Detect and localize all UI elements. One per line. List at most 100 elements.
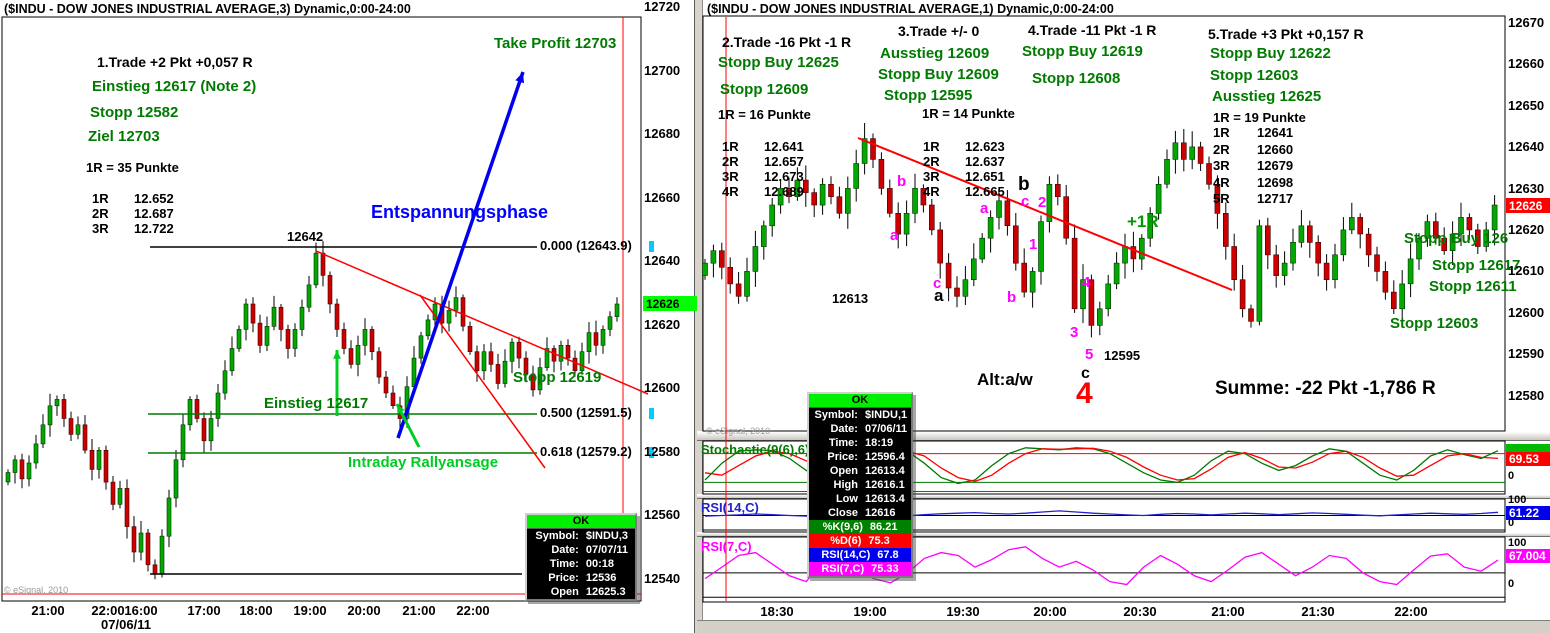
wave-c-2: c bbox=[1021, 193, 1030, 210]
candle-body bbox=[40, 424, 46, 445]
candle-body bbox=[1088, 279, 1095, 326]
trend-line bbox=[419, 294, 546, 469]
candle-body bbox=[327, 275, 333, 305]
trade3-label: 3.Trade +/- 0 bbox=[898, 23, 980, 39]
trade5-r-ladder: 1R 12641 2R 12660 3R 12679 4R 12698 5R 12717 bbox=[1213, 125, 1293, 208]
candle-body bbox=[937, 229, 944, 264]
trend-line bbox=[857, 137, 1233, 291]
candle-body bbox=[579, 351, 585, 372]
r-ladder-row: 1R 12.652 bbox=[92, 191, 174, 206]
candle-body bbox=[1164, 159, 1170, 185]
popup-row-value: 18:19 bbox=[864, 437, 894, 449]
candle-body bbox=[1256, 225, 1263, 322]
price-axis-label: 12590 bbox=[1508, 346, 1545, 361]
r-ladder-row: 5R 12717 bbox=[1213, 191, 1293, 208]
trade2-stopp: Stopp 12609 bbox=[720, 81, 809, 98]
candle-body bbox=[586, 332, 592, 353]
candle-body bbox=[1130, 246, 1137, 260]
rsi7-scale-100: 100 bbox=[1508, 537, 1527, 549]
candle-body bbox=[769, 204, 776, 227]
phase-label: Entspannungsphase bbox=[371, 202, 549, 222]
r-ladder-value: 12.657 bbox=[764, 154, 804, 169]
candle-body bbox=[1273, 254, 1279, 276]
trade1-stopp: Stopp 12582 bbox=[90, 104, 179, 121]
candle-body bbox=[928, 204, 935, 231]
popup-row-value: 75.33 bbox=[871, 563, 899, 575]
price-axis-label: 12580 bbox=[644, 444, 681, 459]
candle-body bbox=[446, 310, 452, 324]
trade1-einstieg: Einstieg 12617 (Note 2) bbox=[92, 78, 257, 95]
popup-row-key: Time: bbox=[828, 437, 858, 449]
popup-row-rsi14c: RSI(14,C) 67.8 bbox=[809, 548, 911, 562]
candle-body bbox=[1063, 196, 1069, 239]
candle-body bbox=[962, 279, 969, 297]
candle-body bbox=[145, 532, 151, 566]
candle-body bbox=[376, 351, 382, 378]
rally-label: Intraday Rallyansage bbox=[348, 454, 499, 471]
price-axis-label: 12600 bbox=[1508, 305, 1545, 320]
r-ladder-value: 12.641 bbox=[764, 139, 804, 154]
popup-row-key: %D(6) bbox=[830, 535, 862, 547]
price-axis-label: 12640 bbox=[1508, 139, 1545, 154]
candle-body bbox=[1139, 237, 1145, 260]
price-axis-label: 12610 bbox=[1508, 263, 1545, 278]
candle-body bbox=[1004, 200, 1011, 227]
einstieg-12617-label: Einstieg 12617 bbox=[264, 395, 369, 412]
r-ladder-key: 4R bbox=[1213, 174, 1230, 190]
candle-body bbox=[5, 472, 11, 483]
popup-row-value: 12596.4 bbox=[864, 451, 905, 463]
trade2-r-unit: 1R = 16 Punkte bbox=[718, 107, 811, 122]
wave-a-2: a bbox=[980, 200, 989, 217]
price-axis-label: 12670 bbox=[1508, 15, 1545, 30]
popup-body: Symbol: $INDU,3 Date: 07/07/11 Time: 00:18 Pri… bbox=[527, 529, 635, 599]
stoch-d-badge: 69.53 bbox=[1506, 452, 1550, 466]
time-axis-label: 21:00 bbox=[1211, 604, 1245, 619]
r-ladder-value: 12.687 bbox=[134, 206, 174, 221]
r-ladder-key: 3R bbox=[1213, 158, 1230, 173]
candle-body bbox=[152, 564, 158, 575]
plus-1r-label: +1R bbox=[1127, 212, 1159, 231]
last-price-badge: 12626 bbox=[643, 296, 697, 311]
esignal-watermark: © eSignal, 2010 bbox=[4, 585, 69, 595]
data-window-popup-indu1[interactable]: OK Symbol: $INDU,1 Date: 07/06/11 Time: 18:19… bbox=[807, 392, 913, 578]
popup-row-key: Time: bbox=[549, 558, 579, 570]
popup-row-close: Close 12616 bbox=[809, 506, 911, 520]
candle-body bbox=[1231, 246, 1237, 281]
candle-body bbox=[1097, 308, 1103, 326]
candle-body bbox=[1323, 262, 1330, 281]
candle-body bbox=[895, 213, 902, 235]
chart-title-indu1: ($INDU - DOW JONES INDUSTRIAL AVERAGE,1)… bbox=[707, 2, 1114, 16]
time-axis-label: 22:00 bbox=[1394, 604, 1428, 619]
trade4-stopp: Stopp 12608 bbox=[1032, 70, 1121, 87]
candle-body bbox=[903, 213, 910, 235]
candle-body bbox=[278, 306, 284, 330]
r-ladder-key: 3R bbox=[923, 169, 940, 184]
stopp-12603-label: Stopp 12603 bbox=[1390, 315, 1479, 332]
label-12613: 12613 bbox=[832, 291, 869, 306]
fib-618-label: 0.618 (12579.2) bbox=[540, 444, 632, 459]
candle-body bbox=[1424, 221, 1431, 239]
data-window-popup-indu3[interactable]: OK Symbol: $INDU,3 Date: 07/07/11 Time: 00:18… bbox=[525, 513, 637, 601]
popup-row-key: Price: bbox=[827, 451, 858, 463]
popup-row-key: Symbol: bbox=[535, 530, 579, 542]
r-ladder-key: 2R bbox=[923, 154, 940, 169]
candle-body bbox=[544, 348, 550, 368]
wave-c-1: c bbox=[933, 275, 942, 292]
fib-tick-mark bbox=[649, 447, 654, 458]
candle-body bbox=[1248, 308, 1254, 322]
candle-body bbox=[19, 459, 25, 480]
time-axis-label: 16:00 bbox=[124, 603, 158, 618]
candle-body bbox=[819, 184, 826, 206]
wave-a-black: a bbox=[934, 286, 944, 305]
trade2-stopp-buy: Stopp Buy 12625 bbox=[718, 54, 839, 71]
candle-body bbox=[75, 424, 81, 435]
candle-body bbox=[292, 329, 298, 349]
candle-body bbox=[1475, 229, 1481, 247]
time-axis-label: 21:00 bbox=[31, 603, 65, 618]
trade3-r-ladder: 1R 12.623 2R 12.637 3R 12.651 4R 12.665 bbox=[923, 139, 1005, 199]
popup-row-value: 12613.4 bbox=[864, 493, 905, 505]
price-axis-label: 12630 bbox=[1508, 181, 1545, 196]
candle-body bbox=[467, 325, 473, 352]
time-axis-label: 20:00 bbox=[347, 603, 381, 618]
